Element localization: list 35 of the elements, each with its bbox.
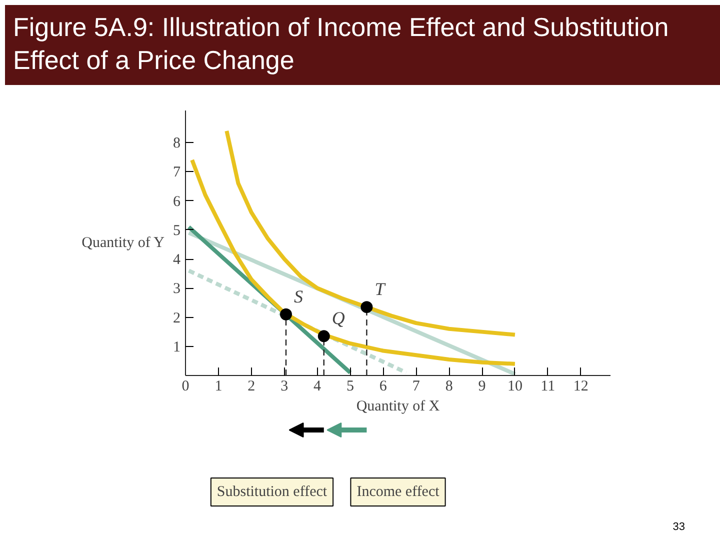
point <box>360 301 373 314</box>
x-tick-label: 9 <box>478 378 486 394</box>
text: Substitution effect <box>216 484 328 500</box>
point <box>280 308 292 320</box>
annotation: S <box>294 286 303 306</box>
line-series <box>190 158 517 366</box>
y-tick-label: 8 <box>173 136 180 152</box>
annotation: T <box>374 279 387 300</box>
y-tick-label: 4 <box>173 252 181 268</box>
x-tick-label: 7 <box>412 378 420 394</box>
y-axis-title: Quantity of Y <box>82 235 165 251</box>
x-tick-label: 11 <box>540 378 556 394</box>
x-tick-label: 5 <box>346 378 354 394</box>
point <box>318 330 330 342</box>
x-tick-label: 0 <box>182 378 190 394</box>
x-tick-label: 3 <box>280 378 288 394</box>
x-tick-label: 2 <box>248 378 256 394</box>
y-tick-label: 3 <box>173 281 180 298</box>
x-tick-label: 6 <box>379 378 388 394</box>
y-tick-label: 6 <box>173 194 181 210</box>
y-tick-label: 2 <box>173 310 180 326</box>
line-series <box>224 128 517 337</box>
x-tick-label: 10 <box>507 378 522 394</box>
text: Income effect <box>356 484 440 500</box>
x-tick-label: 12 <box>573 378 588 394</box>
x-tick-label: 4 <box>314 378 322 394</box>
y-tick-label: 5 <box>173 222 180 239</box>
chart-title: Figure 5A.9: Illustration of Income Effect and Substitution Effect of a Price Change <box>13 11 670 76</box>
x-tick-label: 8 <box>445 378 453 394</box>
annotation: Q <box>332 308 345 328</box>
y-tick-label: 7 <box>173 164 181 181</box>
y-tick-label: 1 <box>173 339 180 356</box>
x-tick-label: 1 <box>214 378 222 394</box>
text: 33 <box>672 520 685 535</box>
x-axis-title: Quantity of X <box>356 398 440 414</box>
